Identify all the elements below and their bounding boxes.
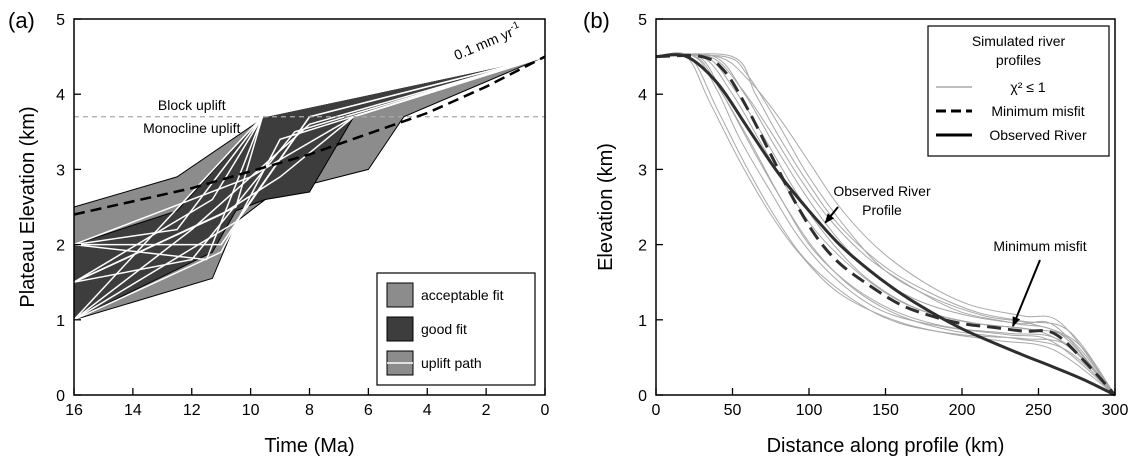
panel-b-legend: Simulated river profiles χ² ≤ 1 Minimum mis…	[927, 25, 1110, 157]
panel-a-plot-area	[73, 55, 546, 321]
legend-swatch-0	[386, 282, 414, 308]
panel-b-y-tick-label-2: 2	[638, 238, 647, 255]
panel-b-x-tick-label-2: 100	[796, 402, 823, 419]
uplift-path-4	[73, 55, 546, 321]
panel-a-y-tick-label-5: 5	[56, 12, 65, 29]
panel-a-x-axis-label: Time (Ma)	[264, 435, 354, 457]
panel-a-x-tick-label-0: 16	[65, 402, 83, 419]
uplift-path-10	[73, 55, 546, 283]
panel-b-x-tick-label-1: 50	[724, 402, 742, 419]
panel-b-axes: 0 50 100 150 200 250 300 0 1 2 3 4 5	[638, 12, 1128, 419]
panel-b-x-tick-label-0: 0	[652, 402, 661, 419]
minimum-misfit-line	[655, 54, 1117, 397]
rate-annotation-text: 0.1 mm yr	[452, 24, 516, 63]
monocline-uplift-label: Monocline uplift	[143, 120, 240, 136]
uplift-path-8	[73, 55, 546, 321]
annotation-minimum-misfit: Minimum misfit	[993, 238, 1086, 254]
panel-b-y-tick-label-4: 4	[638, 87, 647, 104]
panel-a-x-tick-label-3: 10	[242, 402, 260, 419]
panel-b: (b) 0 50 100 150 200 250 300 0 1 2 3 4 5 Observed Ri…	[583, 8, 1128, 457]
panel-b-y-tick-label-3: 3	[638, 162, 647, 179]
uplift-path-3	[73, 55, 546, 283]
panel-b-y-tick-label-1: 1	[638, 313, 647, 330]
simulated-profile-4	[655, 53, 1116, 396]
panel-b-x-tick-label-4: 200	[949, 402, 976, 419]
panel-a-x-tick-label-1: 14	[124, 402, 142, 419]
panel-a-y-tick-label-0: 0	[56, 388, 65, 405]
annotation-observed-river-line2: Profile	[862, 202, 902, 218]
legend-entry-0: acceptable fit	[421, 287, 504, 303]
panel-a-label: (a)	[8, 8, 35, 33]
panel-a-x-tick-label-4: 8	[305, 402, 314, 419]
simulated-profile-9	[655, 52, 1116, 396]
panel-b-plot-area	[655, 52, 1117, 397]
simulated-profile-1	[655, 53, 1116, 396]
panel-b-x-tick-label-5: 250	[1025, 402, 1052, 419]
panel-b-x-tick-label-6: 300	[1102, 402, 1129, 419]
panel-b-y-tick-label-0: 0	[638, 388, 647, 405]
panel-a-x-tick-label-7: 2	[482, 402, 491, 419]
legend-title-line2: profiles	[996, 52, 1041, 68]
panel-a-y-tick-label-4: 4	[56, 87, 65, 104]
legend-entry-1: Minimum misfit	[991, 103, 1084, 119]
panel-a-x-tick-label-5: 6	[364, 402, 373, 419]
panel-b-y-tick-label-5: 5	[638, 12, 647, 29]
panel-a-y-tick-label-3: 3	[56, 162, 65, 179]
block-uplift-label: Block uplift	[158, 97, 226, 113]
legend-entry-2: Observed River	[989, 127, 1087, 143]
reference-path	[73, 55, 546, 216]
panel-a-x-tick-label-2: 12	[183, 402, 201, 419]
panel-b-label: (b)	[583, 8, 610, 33]
panel-b-x-tick-label-3: 150	[872, 402, 899, 419]
panel-a-y-tick-label-1: 1	[56, 313, 65, 330]
legend-title-line1: Simulated river	[972, 33, 1066, 49]
observed-river-line	[655, 53, 1116, 397]
panel-b-annotations: Observed River Profile Minimum misfit	[824, 183, 1087, 328]
panel-a-y-tick-label-2: 2	[56, 238, 65, 255]
annotation-observed-river-arrow	[824, 206, 839, 224]
simulated-profile-11	[655, 53, 1116, 396]
panel-a-y-axis-label: Plateau Elevation (km)	[17, 106, 39, 307]
legend-entry-1: good fit	[421, 321, 467, 337]
panel-a-x-tick-label-6: 4	[423, 402, 432, 419]
rate-annotation: 0.1 mm yr-1	[451, 19, 523, 63]
legend-swatch-1	[386, 316, 414, 342]
legend-entry-0: χ² ≤ 1	[1010, 79, 1045, 95]
panel-a-x-tick-label-8: 0	[541, 402, 550, 419]
annotation-observed-river-line1: Observed River	[833, 183, 931, 199]
panel-b-x-axis-label: Distance along profile (km)	[767, 435, 1005, 457]
simulated-profile-0	[655, 52, 1116, 396]
panel-b-y-axis-label: Elevation (km)	[595, 143, 617, 271]
uplift-path-11	[73, 55, 546, 321]
simulated-profile-8	[655, 54, 1116, 396]
annotation-minimum-misfit-arrow	[1012, 259, 1041, 328]
panel-a-legend: acceptable fit good fit uplift path	[376, 272, 536, 386]
simulated-profile-5	[655, 54, 1116, 396]
legend-entry-2: uplift path	[421, 355, 482, 371]
